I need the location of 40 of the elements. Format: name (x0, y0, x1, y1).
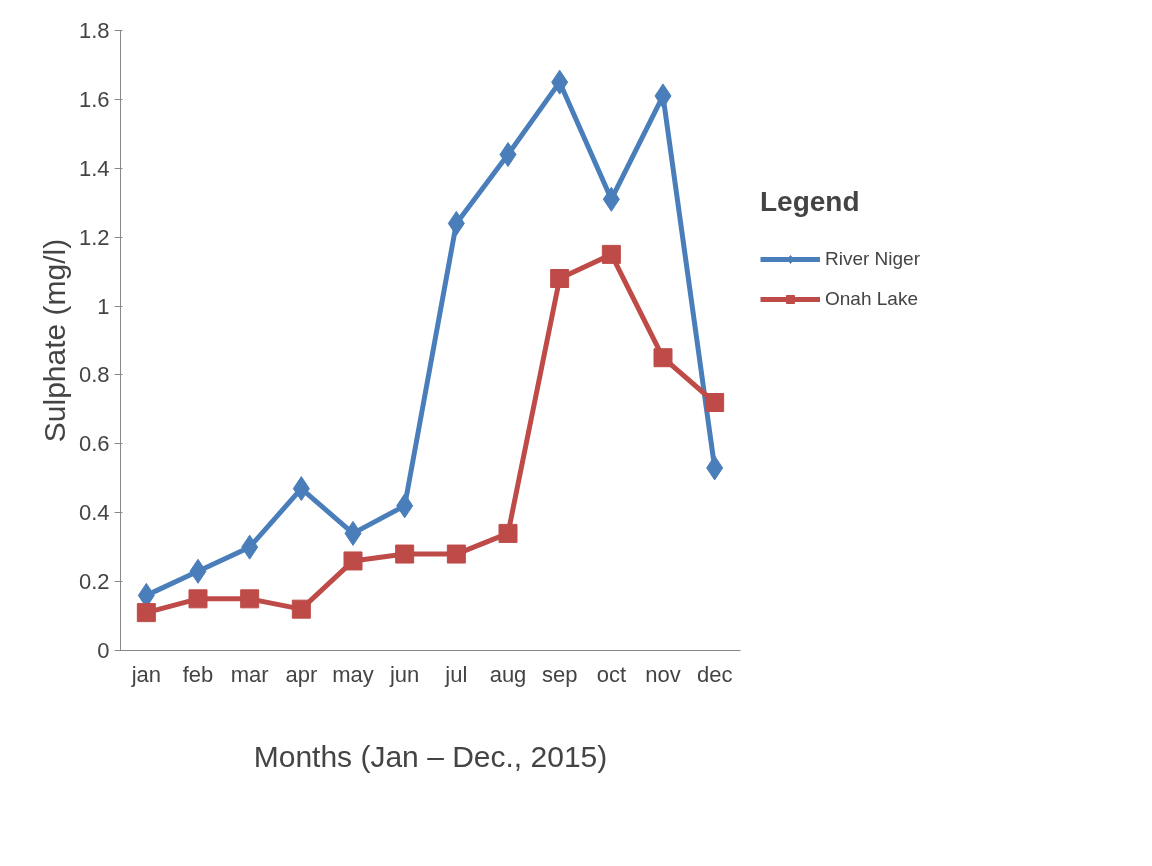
legend-title: Legend (760, 186, 861, 218)
y-tick-label: 0.8 (78, 362, 110, 388)
x-tick-label: aug (489, 661, 527, 687)
y-axis-title: Sulphate (mg/l) (37, 238, 71, 443)
x-tick-label: nov (645, 661, 681, 687)
point (601, 244, 621, 264)
point (240, 589, 260, 609)
point (446, 544, 466, 564)
x-tick-label: oct (596, 661, 627, 687)
y-tick-label: 0 (97, 638, 110, 663)
y-tick-label: 1.8 (78, 18, 110, 43)
y-tick-label: 0.2 (78, 569, 110, 595)
x-tick-label: sep (541, 661, 578, 687)
x-tick-label: apr (285, 661, 318, 687)
y-tick-label: 0.4 (78, 500, 110, 526)
y-tick-label: 1 (97, 293, 110, 319)
legend-label: Onah Lake (825, 288, 918, 310)
x-tick-label: feb (182, 661, 214, 687)
x-tick-label: dec (696, 661, 733, 687)
point (653, 348, 673, 368)
point (705, 393, 725, 412)
y-tick-label: 1.2 (78, 224, 110, 250)
point (550, 269, 570, 288)
x-tick-label: jul (444, 661, 468, 687)
y-tick-label: 1.4 (78, 155, 110, 181)
legend-label: River Niger (825, 248, 921, 270)
x-tick-label: jun (388, 661, 420, 687)
point (291, 599, 311, 619)
x-axis-title: Months (Jan – Dec., 2015) (253, 739, 608, 773)
point (188, 589, 208, 609)
point (343, 551, 363, 571)
x-tick-label: mar (230, 661, 269, 687)
point (395, 544, 415, 564)
point (136, 603, 156, 623)
point (498, 523, 518, 543)
y-tick-label: 1.6 (78, 86, 110, 112)
x-tick-label: may (332, 661, 374, 687)
x-tick-label: jan (130, 661, 162, 687)
point (499, 142, 517, 167)
y-tick-label: 0.6 (78, 431, 110, 457)
